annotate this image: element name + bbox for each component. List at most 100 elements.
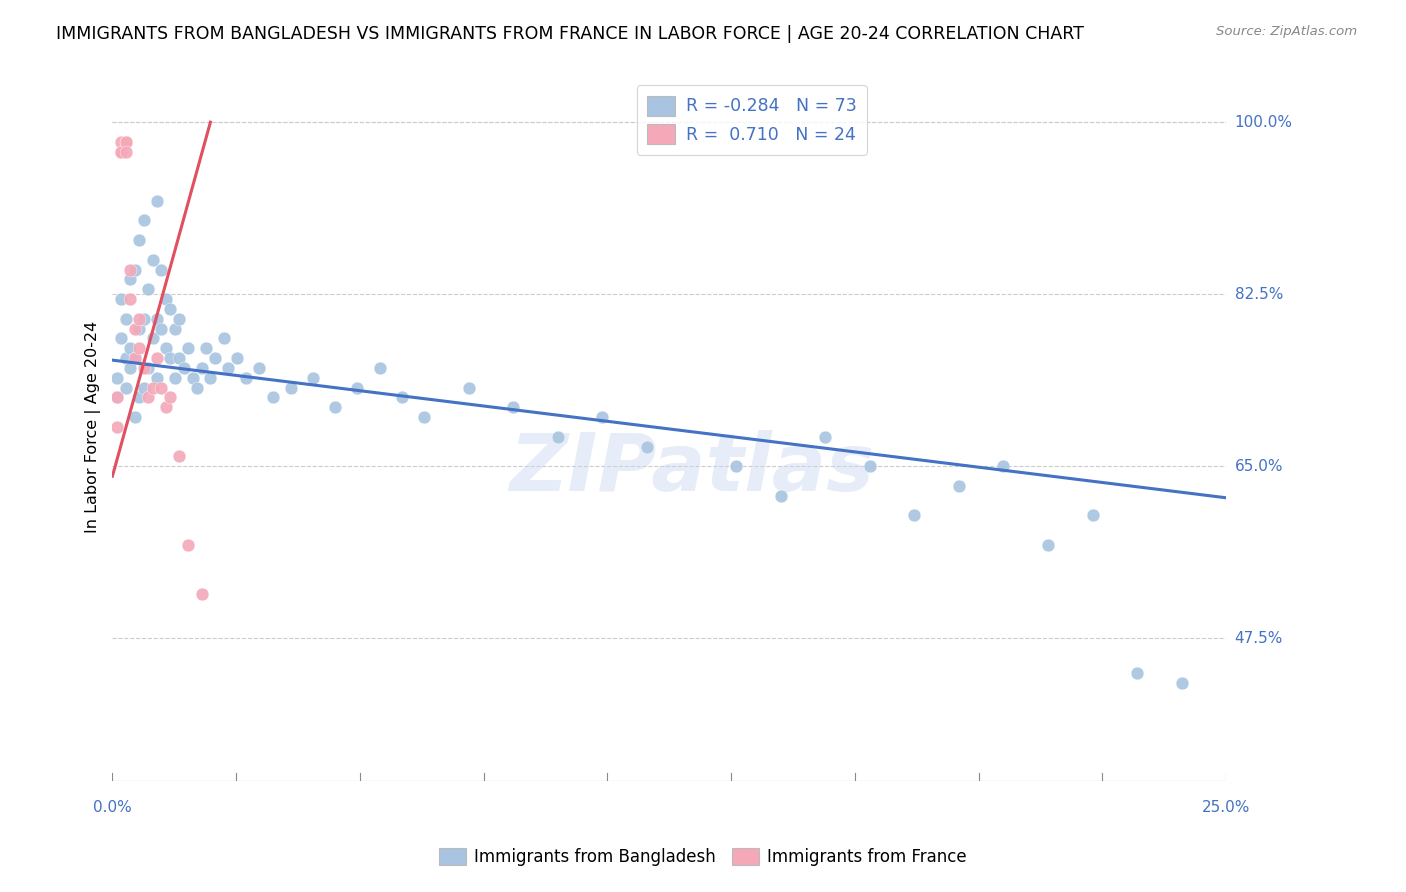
Text: Source: ZipAtlas.com: Source: ZipAtlas.com [1216, 25, 1357, 38]
Point [204, 351, 226, 366]
Point [769, 489, 792, 503]
Point [159, 391, 181, 405]
Point [128, 341, 150, 355]
Point [814, 430, 837, 444]
Point [124, 262, 146, 277]
Point [110, 145, 132, 159]
Point [110, 135, 132, 149]
Point [132, 361, 155, 376]
Point [155, 292, 177, 306]
Point [186, 381, 208, 395]
Point [159, 301, 181, 316]
Point [177, 341, 200, 355]
Point [302, 371, 325, 385]
Point [859, 459, 882, 474]
Point [159, 351, 181, 366]
Point [146, 311, 169, 326]
Point [120, 341, 142, 355]
Text: 82.5%: 82.5% [1234, 286, 1282, 301]
Point [128, 233, 150, 247]
Text: 25.0%: 25.0% [1202, 799, 1250, 814]
Point [141, 381, 163, 395]
Point [249, 361, 271, 376]
Point [114, 135, 136, 149]
Point [547, 430, 569, 444]
Point [323, 401, 346, 415]
Point [105, 391, 128, 405]
Point [725, 459, 748, 474]
Text: 47.5%: 47.5% [1234, 631, 1282, 646]
Point [120, 361, 142, 376]
Point [262, 391, 284, 405]
Point [502, 401, 524, 415]
Point [212, 331, 235, 345]
Text: ZIPatlas: ZIPatlas [509, 431, 875, 508]
Point [391, 391, 413, 405]
Point [177, 538, 200, 552]
Point [1126, 665, 1149, 680]
Text: IMMIGRANTS FROM BANGLADESH VS IMMIGRANTS FROM FRANCE IN LABOR FORCE | AGE 20-24 : IMMIGRANTS FROM BANGLADESH VS IMMIGRANTS… [56, 25, 1084, 43]
Point [124, 321, 146, 335]
Point [167, 450, 190, 464]
Point [1036, 538, 1059, 552]
Text: 100.0%: 100.0% [1234, 115, 1292, 129]
Point [200, 371, 222, 385]
Point [173, 361, 195, 376]
Point [146, 194, 169, 208]
Point [167, 351, 190, 366]
Point [592, 410, 614, 425]
Point [457, 381, 479, 395]
Point [120, 292, 142, 306]
Point [226, 351, 249, 366]
Point [120, 272, 142, 286]
Point [105, 420, 128, 434]
Point [190, 361, 212, 376]
Point [167, 311, 190, 326]
Legend: Immigrants from Bangladesh, Immigrants from France: Immigrants from Bangladesh, Immigrants f… [432, 841, 974, 873]
Point [181, 371, 204, 385]
Point [146, 351, 169, 366]
Point [114, 311, 136, 326]
Point [948, 479, 970, 493]
Point [110, 292, 132, 306]
Text: 0.0%: 0.0% [93, 799, 132, 814]
Point [128, 391, 150, 405]
Point [105, 371, 128, 385]
Point [132, 213, 155, 227]
Point [124, 351, 146, 366]
Point [150, 321, 173, 335]
Point [114, 135, 136, 149]
Y-axis label: In Labor Force | Age 20-24: In Labor Force | Age 20-24 [86, 321, 101, 533]
Point [114, 351, 136, 366]
Point [155, 401, 177, 415]
Point [132, 381, 155, 395]
Point [136, 282, 159, 296]
Point [636, 440, 658, 454]
Legend: R = -0.284   N = 73, R =  0.710   N = 24: R = -0.284 N = 73, R = 0.710 N = 24 [637, 86, 866, 155]
Point [105, 391, 128, 405]
Point [346, 381, 368, 395]
Point [110, 145, 132, 159]
Point [1081, 508, 1104, 523]
Point [146, 371, 169, 385]
Point [1170, 675, 1192, 690]
Point [110, 331, 132, 345]
Point [141, 252, 163, 267]
Point [124, 351, 146, 366]
Point [128, 321, 150, 335]
Text: 65.0%: 65.0% [1234, 458, 1284, 474]
Point [120, 262, 142, 277]
Point [150, 381, 173, 395]
Point [136, 361, 159, 376]
Point [368, 361, 391, 376]
Point [155, 341, 177, 355]
Point [136, 391, 159, 405]
Point [235, 371, 257, 385]
Point [217, 361, 239, 376]
Point [903, 508, 925, 523]
Point [163, 321, 186, 335]
Point [114, 145, 136, 159]
Point [150, 262, 173, 277]
Point [190, 587, 212, 601]
Point [413, 410, 436, 425]
